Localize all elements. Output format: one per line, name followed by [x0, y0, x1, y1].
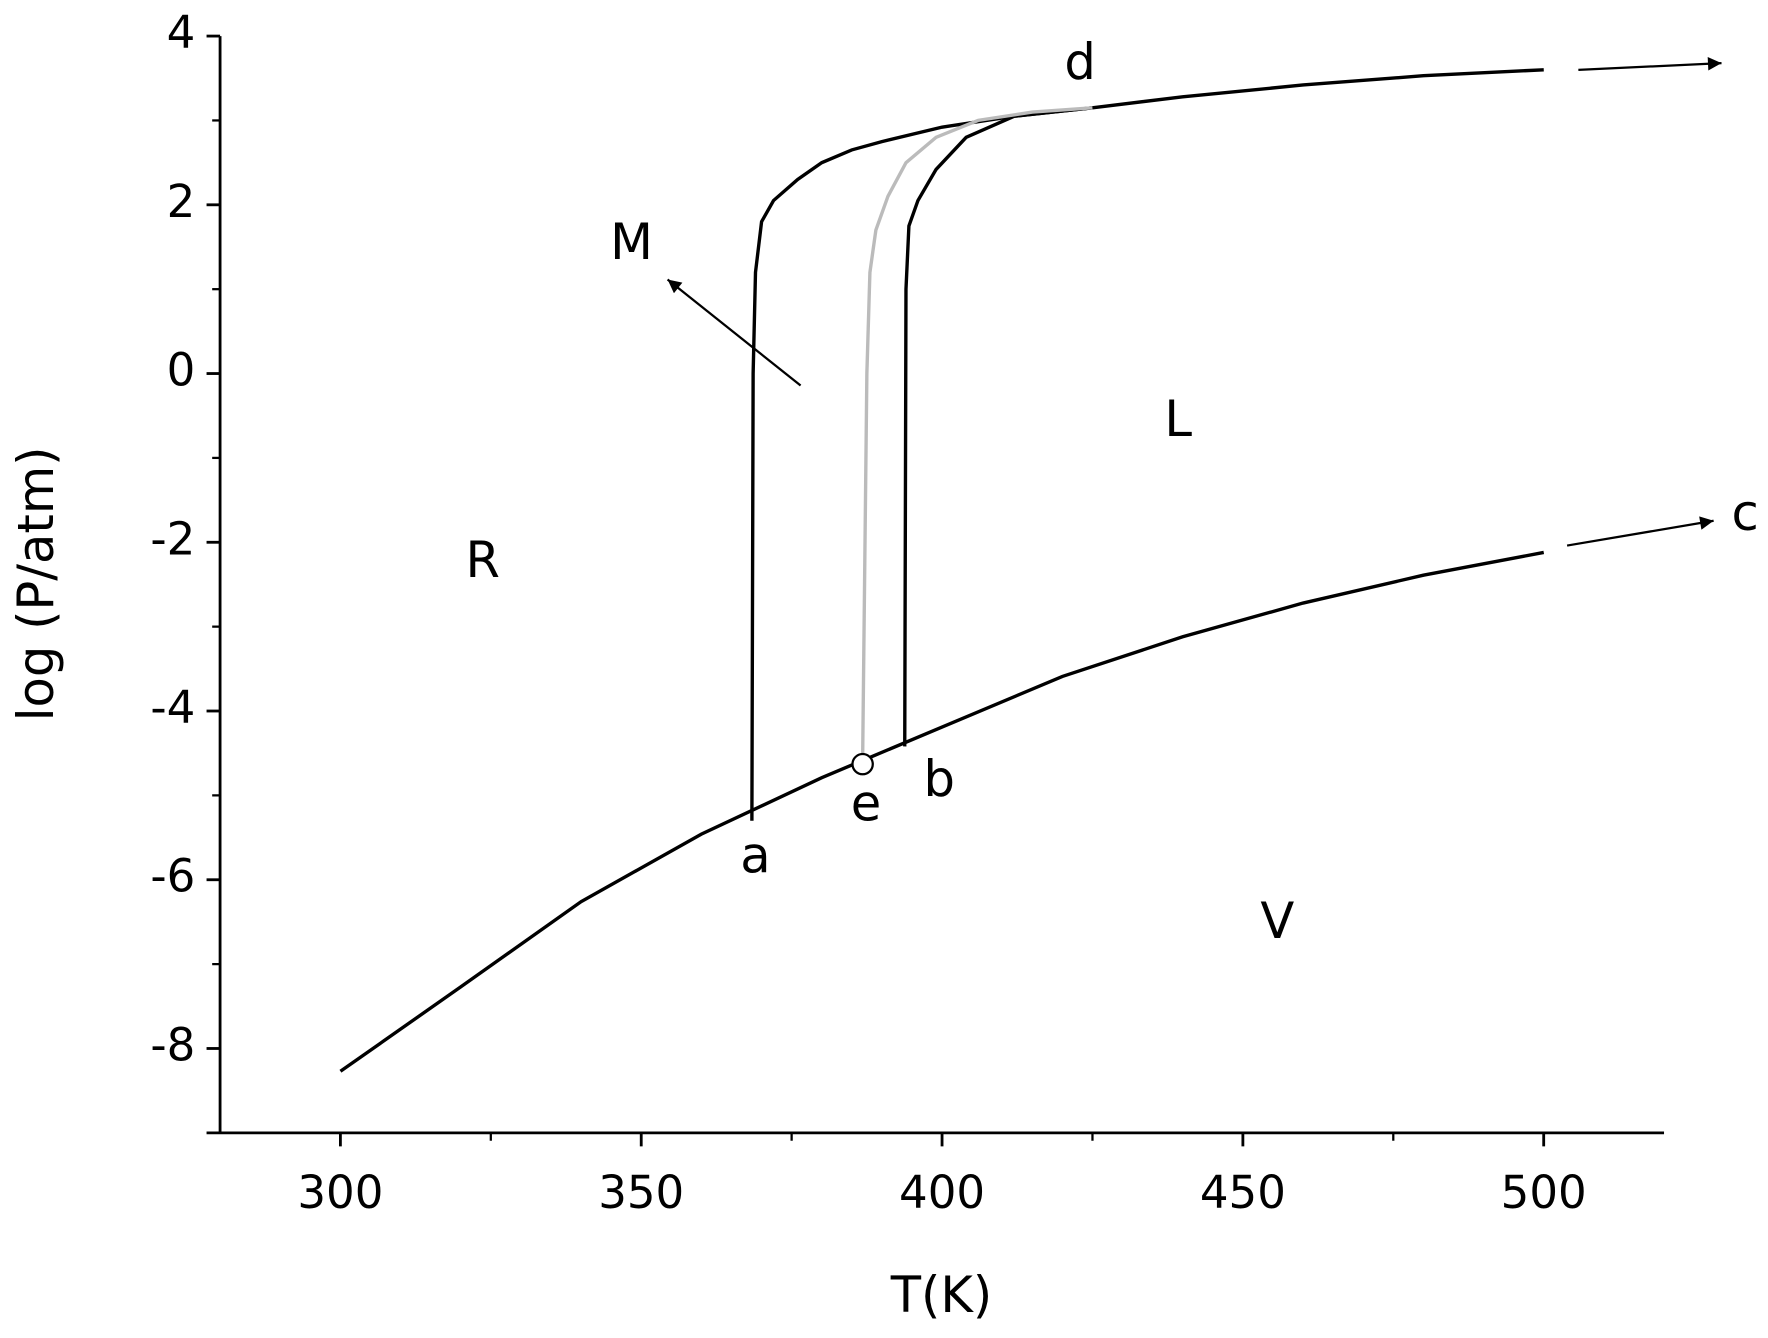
annotation: d	[1064, 33, 1095, 91]
y-tick-label: 0	[167, 344, 196, 397]
x-tick-label: 300	[297, 1166, 383, 1219]
phase-boundary	[860, 106, 1093, 765]
annotation: c	[1732, 484, 1759, 542]
annotation: L	[1164, 390, 1192, 448]
x-tick-label: 450	[1200, 1166, 1286, 1219]
y-tick-label: -4	[150, 681, 195, 734]
y-tick-label: 4	[167, 6, 196, 59]
annotation: M	[610, 213, 653, 271]
y-axis-title: log (P/atm)	[7, 447, 65, 722]
phase-boundary	[750, 68, 1544, 821]
x-tick-label: 400	[899, 1166, 985, 1219]
annotation: a	[740, 826, 770, 884]
x-tick-label: 500	[1501, 1166, 1587, 1219]
annotation: b	[923, 750, 954, 808]
arrow	[1566, 516, 1714, 547]
arrow	[666, 278, 802, 387]
y-tick-label: -6	[150, 850, 195, 903]
arrow	[1578, 57, 1722, 72]
phase-boundary	[903, 106, 1093, 747]
annotation: R	[465, 531, 499, 589]
x-tick-label: 350	[598, 1166, 684, 1219]
annotation: V	[1260, 892, 1294, 950]
point-e	[851, 752, 874, 776]
y-tick-label: -2	[150, 512, 195, 565]
y-tick-label: -8	[150, 1018, 195, 1071]
phase-boundary	[339, 550, 1545, 1073]
y-tick-label: 2	[167, 175, 196, 228]
x-axis-title: T(K)	[890, 1266, 992, 1324]
annotation: e	[851, 775, 882, 833]
